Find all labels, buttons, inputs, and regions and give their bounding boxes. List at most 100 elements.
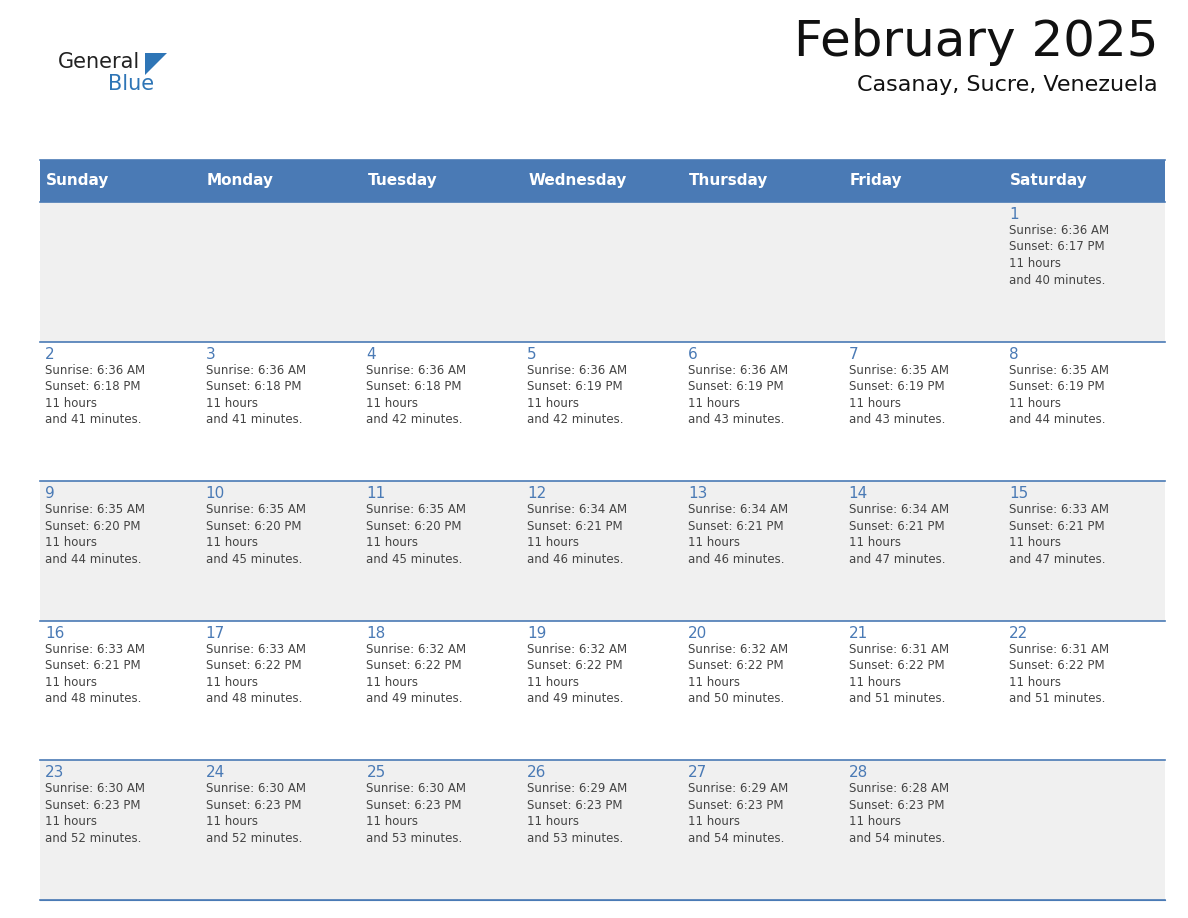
Text: Sunset: 6:21 PM: Sunset: 6:21 PM xyxy=(1010,520,1105,532)
FancyBboxPatch shape xyxy=(201,202,361,341)
Text: Sunset: 6:20 PM: Sunset: 6:20 PM xyxy=(206,520,302,532)
FancyBboxPatch shape xyxy=(683,202,843,341)
FancyBboxPatch shape xyxy=(361,202,523,341)
Text: 9: 9 xyxy=(45,487,55,501)
Text: Sunset: 6:20 PM: Sunset: 6:20 PM xyxy=(366,520,462,532)
Text: Sunrise: 6:29 AM: Sunrise: 6:29 AM xyxy=(527,782,627,795)
Text: and 49 minutes.: and 49 minutes. xyxy=(366,692,463,705)
Text: 20: 20 xyxy=(688,626,707,641)
FancyBboxPatch shape xyxy=(40,621,201,760)
FancyBboxPatch shape xyxy=(523,621,683,760)
FancyBboxPatch shape xyxy=(523,760,683,900)
Text: Sunrise: 6:34 AM: Sunrise: 6:34 AM xyxy=(848,503,949,516)
Text: and 46 minutes.: and 46 minutes. xyxy=(688,553,784,565)
Text: and 52 minutes.: and 52 minutes. xyxy=(206,832,302,845)
Text: and 47 minutes.: and 47 minutes. xyxy=(848,553,946,565)
Text: Sunset: 6:23 PM: Sunset: 6:23 PM xyxy=(45,799,140,812)
Text: Sunrise: 6:35 AM: Sunrise: 6:35 AM xyxy=(366,503,467,516)
Text: 11 hours: 11 hours xyxy=(366,397,418,409)
Text: Saturday: Saturday xyxy=(1010,174,1088,188)
Text: 19: 19 xyxy=(527,626,546,641)
Text: 11 hours: 11 hours xyxy=(45,536,97,549)
Text: 7: 7 xyxy=(848,347,858,362)
FancyBboxPatch shape xyxy=(523,202,683,341)
Text: and 46 minutes.: and 46 minutes. xyxy=(527,553,624,565)
Text: Sunrise: 6:36 AM: Sunrise: 6:36 AM xyxy=(206,364,305,376)
Text: Sunrise: 6:34 AM: Sunrise: 6:34 AM xyxy=(527,503,627,516)
FancyBboxPatch shape xyxy=(201,760,361,900)
FancyBboxPatch shape xyxy=(1004,760,1165,900)
Text: 11 hours: 11 hours xyxy=(206,536,258,549)
Text: 23: 23 xyxy=(45,766,64,780)
Text: 11 hours: 11 hours xyxy=(848,397,901,409)
Text: Sunset: 6:22 PM: Sunset: 6:22 PM xyxy=(206,659,302,672)
Text: 11 hours: 11 hours xyxy=(1010,397,1061,409)
Text: Sunrise: 6:36 AM: Sunrise: 6:36 AM xyxy=(366,364,467,376)
Text: 2: 2 xyxy=(45,347,55,362)
FancyBboxPatch shape xyxy=(683,341,843,481)
Text: and 48 minutes.: and 48 minutes. xyxy=(45,692,141,705)
Text: 11 hours: 11 hours xyxy=(366,815,418,828)
Text: Sunset: 6:19 PM: Sunset: 6:19 PM xyxy=(688,380,783,393)
Text: 27: 27 xyxy=(688,766,707,780)
Text: 15: 15 xyxy=(1010,487,1029,501)
Text: 11 hours: 11 hours xyxy=(688,815,740,828)
Text: Sunset: 6:18 PM: Sunset: 6:18 PM xyxy=(45,380,140,393)
FancyBboxPatch shape xyxy=(843,341,1004,481)
Text: Sunrise: 6:33 AM: Sunrise: 6:33 AM xyxy=(1010,503,1110,516)
Text: 11 hours: 11 hours xyxy=(688,397,740,409)
FancyBboxPatch shape xyxy=(523,341,683,481)
Text: Sunset: 6:22 PM: Sunset: 6:22 PM xyxy=(366,659,462,672)
Text: 16: 16 xyxy=(45,626,64,641)
Text: Sunset: 6:18 PM: Sunset: 6:18 PM xyxy=(366,380,462,393)
Text: Sunrise: 6:32 AM: Sunrise: 6:32 AM xyxy=(366,643,467,655)
Text: 11 hours: 11 hours xyxy=(366,536,418,549)
Text: Sunset: 6:19 PM: Sunset: 6:19 PM xyxy=(527,380,623,393)
Text: General: General xyxy=(58,52,140,72)
FancyBboxPatch shape xyxy=(1004,481,1165,621)
FancyBboxPatch shape xyxy=(40,481,201,621)
Text: Sunset: 6:22 PM: Sunset: 6:22 PM xyxy=(848,659,944,672)
FancyBboxPatch shape xyxy=(201,621,361,760)
Text: Sunrise: 6:36 AM: Sunrise: 6:36 AM xyxy=(688,364,788,376)
Text: Sunset: 6:21 PM: Sunset: 6:21 PM xyxy=(848,520,944,532)
Text: Sunrise: 6:29 AM: Sunrise: 6:29 AM xyxy=(688,782,788,795)
Text: Sunrise: 6:36 AM: Sunrise: 6:36 AM xyxy=(1010,224,1110,237)
Text: Sunset: 6:21 PM: Sunset: 6:21 PM xyxy=(45,659,140,672)
Text: Sunrise: 6:30 AM: Sunrise: 6:30 AM xyxy=(366,782,467,795)
Text: Sunrise: 6:30 AM: Sunrise: 6:30 AM xyxy=(45,782,145,795)
Text: and 45 minutes.: and 45 minutes. xyxy=(366,553,463,565)
Text: and 44 minutes.: and 44 minutes. xyxy=(45,553,141,565)
FancyBboxPatch shape xyxy=(361,341,523,481)
Text: and 41 minutes.: and 41 minutes. xyxy=(206,413,302,426)
Text: and 45 minutes.: and 45 minutes. xyxy=(206,553,302,565)
FancyBboxPatch shape xyxy=(40,160,1165,202)
Text: and 53 minutes.: and 53 minutes. xyxy=(527,832,624,845)
Text: 18: 18 xyxy=(366,626,386,641)
Text: 6: 6 xyxy=(688,347,697,362)
FancyBboxPatch shape xyxy=(40,760,201,900)
Text: February 2025: February 2025 xyxy=(794,18,1158,66)
Text: 11 hours: 11 hours xyxy=(45,397,97,409)
Text: and 43 minutes.: and 43 minutes. xyxy=(688,413,784,426)
Text: Wednesday: Wednesday xyxy=(529,174,626,188)
Text: Casanay, Sucre, Venezuela: Casanay, Sucre, Venezuela xyxy=(858,75,1158,95)
Text: Tuesday: Tuesday xyxy=(367,174,437,188)
Text: Sunset: 6:18 PM: Sunset: 6:18 PM xyxy=(206,380,302,393)
Text: 14: 14 xyxy=(848,487,867,501)
FancyBboxPatch shape xyxy=(683,481,843,621)
Text: 11 hours: 11 hours xyxy=(366,676,418,688)
FancyBboxPatch shape xyxy=(683,760,843,900)
Text: Sunset: 6:19 PM: Sunset: 6:19 PM xyxy=(1010,380,1105,393)
FancyBboxPatch shape xyxy=(843,202,1004,341)
Text: 11 hours: 11 hours xyxy=(848,676,901,688)
Text: 11 hours: 11 hours xyxy=(206,676,258,688)
FancyBboxPatch shape xyxy=(40,202,201,341)
Text: 11 hours: 11 hours xyxy=(688,536,740,549)
Text: and 49 minutes.: and 49 minutes. xyxy=(527,692,624,705)
Text: Sunrise: 6:33 AM: Sunrise: 6:33 AM xyxy=(45,643,145,655)
Text: and 40 minutes.: and 40 minutes. xyxy=(1010,274,1106,286)
Text: and 51 minutes.: and 51 minutes. xyxy=(1010,692,1106,705)
Text: 11 hours: 11 hours xyxy=(206,397,258,409)
Text: Sunset: 6:17 PM: Sunset: 6:17 PM xyxy=(1010,241,1105,253)
